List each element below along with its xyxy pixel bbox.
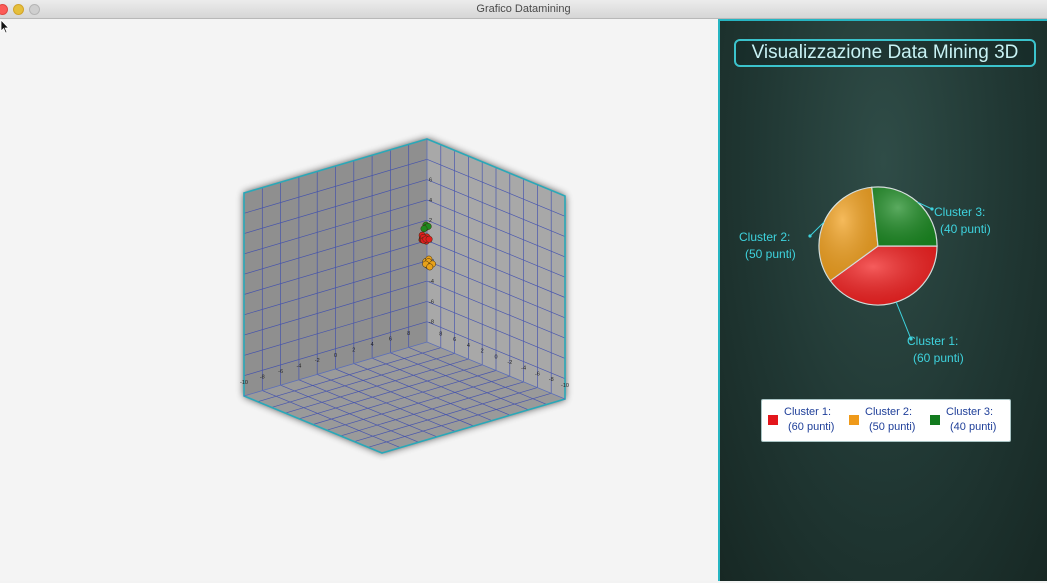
scatter-3d-chart-area[interactable]: -10-8-6-4-20246886420-2-4-6-8-106420-2-4… [0, 19, 718, 581]
grid-line [243, 219, 428, 275]
tick-label: 8 [407, 331, 410, 337]
scatter-3d-chart[interactable]: -10-8-6-4-20246886420-2-4-6-8-106420-2-4… [0, 19, 718, 581]
grid-line [243, 179, 428, 234]
tick-label: 0 [334, 353, 337, 359]
tick-label: 8 [439, 332, 442, 338]
tick-label: 4 [467, 343, 470, 349]
tick-label: -8 [549, 377, 554, 383]
tick-label: -4 [296, 364, 301, 370]
grid-line [426, 179, 566, 237]
cluster-3-points [420, 221, 432, 233]
grid-lines [243, 144, 566, 448]
grid-line [426, 219, 566, 278]
sidebar-panel: Visualizzazione Data Mining 3D Cluster 1… [718, 19, 1047, 581]
data-point [425, 235, 433, 243]
pie-label-cluster-1: Cluster 1: (60 punti) [907, 334, 964, 365]
grid-line [368, 392, 552, 448]
tick-label: -4 [521, 366, 526, 372]
pie-leader-line [917, 201, 933, 210]
legend-label: Cluster 3: (40 punti) [946, 406, 997, 433]
legend-swatch [849, 415, 859, 425]
tick-label: 4 [371, 342, 374, 348]
pie-label-cluster-3: Cluster 3: (40 punti) [934, 205, 991, 236]
tick-label: 6 [429, 178, 432, 184]
tick-label: -6 [535, 371, 540, 377]
pie-leader-dot [808, 234, 812, 238]
pie-leader-dot [930, 207, 934, 211]
axis-ticks: -10-8-6-4-20246886420-2-4-6-8-106420-2-4… [240, 178, 569, 389]
pie-leader-line [895, 301, 912, 340]
legend-swatch [768, 415, 778, 425]
grid-line [340, 381, 524, 437]
tick-label: -8 [260, 374, 265, 380]
legend-swatch [930, 415, 940, 425]
tick-label: 6 [389, 337, 392, 343]
window-title: Grafico Datamining [476, 3, 571, 15]
tick-label: -10 [240, 380, 248, 386]
pie-legend: Cluster 1: (60 punti) Cluster 2: (50 pun… [761, 399, 1011, 442]
tick-label: 4 [429, 198, 432, 204]
pie-slice-shade [871, 186, 937, 246]
grid-line [280, 384, 419, 443]
tick-label: 2 [352, 347, 355, 353]
grid-line [262, 390, 401, 448]
tick-label: -2 [507, 360, 512, 366]
tick-label: -8 [429, 320, 434, 326]
tick-label: 0 [494, 354, 497, 360]
tick-label: 2 [429, 218, 432, 224]
sidebar-title: Visualizzazione Data Mining 3D [734, 39, 1036, 67]
tick-label: -6 [429, 299, 434, 305]
tick-label: -2 [315, 358, 320, 364]
grid-line [326, 375, 510, 431]
tick-label: -6 [278, 369, 283, 375]
minimize-window-button[interactable] [13, 4, 24, 15]
close-window-button[interactable] [0, 4, 8, 15]
grid-line [317, 374, 456, 432]
cluster-1-points [418, 231, 433, 245]
tick-label: 6 [453, 337, 456, 343]
mouse-pointer-icon [0, 19, 10, 34]
pie-chart [808, 186, 938, 341]
data-point [420, 225, 428, 233]
grid-line [243, 158, 428, 214]
legend-label: Cluster 1: (60 punti) [784, 406, 835, 433]
pie-leader-dot [909, 337, 913, 341]
tick-label: -10 [561, 383, 569, 389]
cube-outline [243, 138, 566, 454]
data-point [426, 263, 434, 271]
grid-line [298, 379, 438, 438]
grid-line [426, 199, 566, 258]
window-titlebar: Grafico Datamining [0, 0, 1047, 19]
grid-line [354, 387, 538, 442]
grid-line [243, 240, 428, 295]
grid-line [426, 158, 566, 217]
tick-label: 2 [481, 349, 484, 355]
cluster-2-points [422, 255, 436, 271]
pie-label-cluster-2: Cluster 2: (50 punti) [739, 230, 796, 261]
tick-label: -4 [429, 279, 434, 285]
pie-slice-shade [830, 246, 937, 305]
pie-slice-shade [818, 187, 878, 281]
legend-label: Cluster 2: (50 punti) [865, 406, 916, 433]
maximize-window-button[interactable] [29, 4, 40, 15]
grid-line [243, 199, 428, 255]
grid-line [426, 240, 566, 298]
pie-leader-line [809, 221, 825, 237]
grid-line [312, 370, 497, 425]
